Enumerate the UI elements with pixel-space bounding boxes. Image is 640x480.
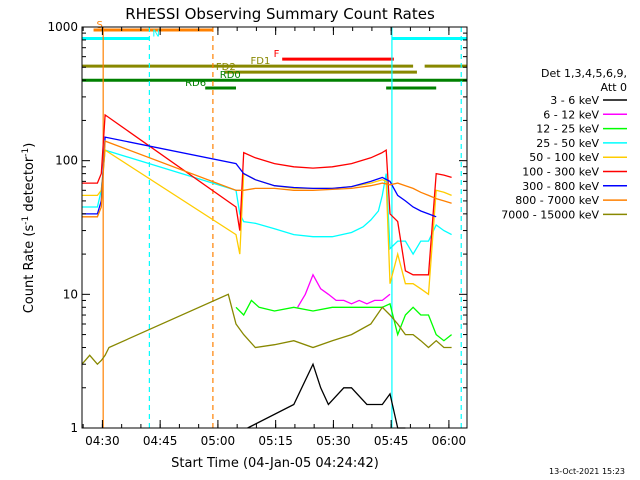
state-bar-label-s: S [97,20,103,31]
y-axis-label-part1: Count Rate (s [22,225,37,314]
legend-header-1: Det 1,3,4,5,6,9, [541,67,627,80]
x-tick-label: 05:00 [201,434,236,448]
legend-label-3-6-kev: 3 - 6 keV [550,94,599,107]
series-line-6-12-kev [297,273,391,308]
state-bar-label-fd2: FD2 [216,62,236,73]
state-bar-label-rd6: RD6 [185,78,206,89]
x-tick-label: 05:45 [374,434,409,448]
series-line-3-6-kev [247,362,406,429]
y-axis-label-sup1: -1 [21,216,31,225]
y-axis-label-part3: ) [22,143,37,148]
x-tick-label: 04:45 [143,434,178,448]
legend-label-6-12-kev: 6 - 12 keV [543,108,599,121]
axes: 1 10 100 1000 04:30 04:45 05:00 05:15 05:30 05:45… [47,20,467,448]
vertical-markers [102,27,462,428]
series-line-7000-15000-kev [81,293,452,366]
x-tick-label: 04:30 [85,434,120,448]
series-line-100-300-kev [82,113,452,276]
legend-label-300-800-kev: 300 - 800 keV [522,180,599,193]
y-axis-label: Count Rate (s-1 detector-1) [21,143,37,314]
legend-label-12-25-kev: 12 - 25 keV [536,123,599,136]
legend-label-7000-15000-kev: 7000 - 15000 keV [501,208,599,221]
series-lines [81,113,453,429]
legend-label-800-7000-kev: 800 - 7000 keV [515,194,599,207]
y-tick-label: 1000 [47,20,78,34]
legend-label-50-100-kev: 50 - 100 keV [529,151,599,164]
state-bar-label-fd1: FD1 [251,56,271,67]
state-bar-label-rd0: RD0 [220,70,241,81]
y-axis-label-sup2: -1 [21,148,31,157]
chart-title: RHESSI Observing Summary Count Rates [125,5,435,23]
x-axis-label: Start Time (04-Jan-05 04:24:42) [171,456,379,471]
y-tick-label: 1 [70,421,78,435]
plot-frame [81,26,468,429]
series-line-12-25-kev [235,299,453,342]
y-tick-label: 10 [63,287,78,301]
legend-header-2: Att 0 [601,81,627,94]
x-tick-label: 05:15 [258,434,293,448]
legend-label-100-300-kev: 100 - 300 keV [522,166,599,179]
x-tick-label: 05:30 [316,434,351,448]
series-line-300-800-kev [82,136,437,218]
legend-label-25-50-kev: 25 - 50 keV [536,137,599,150]
x-tick-label: 06:00 [432,434,467,448]
state-bar-label-n: N [152,29,159,40]
y-axis-label-part2: detector [22,156,37,216]
series-line-800-7000-kev [82,140,452,218]
state-bar-label-f: F [274,49,280,60]
footer-timestamp: 13-Oct-2021 15:23 [549,467,625,476]
y-tick-label: 100 [55,154,78,168]
series-line-25-50-kev [82,149,452,256]
